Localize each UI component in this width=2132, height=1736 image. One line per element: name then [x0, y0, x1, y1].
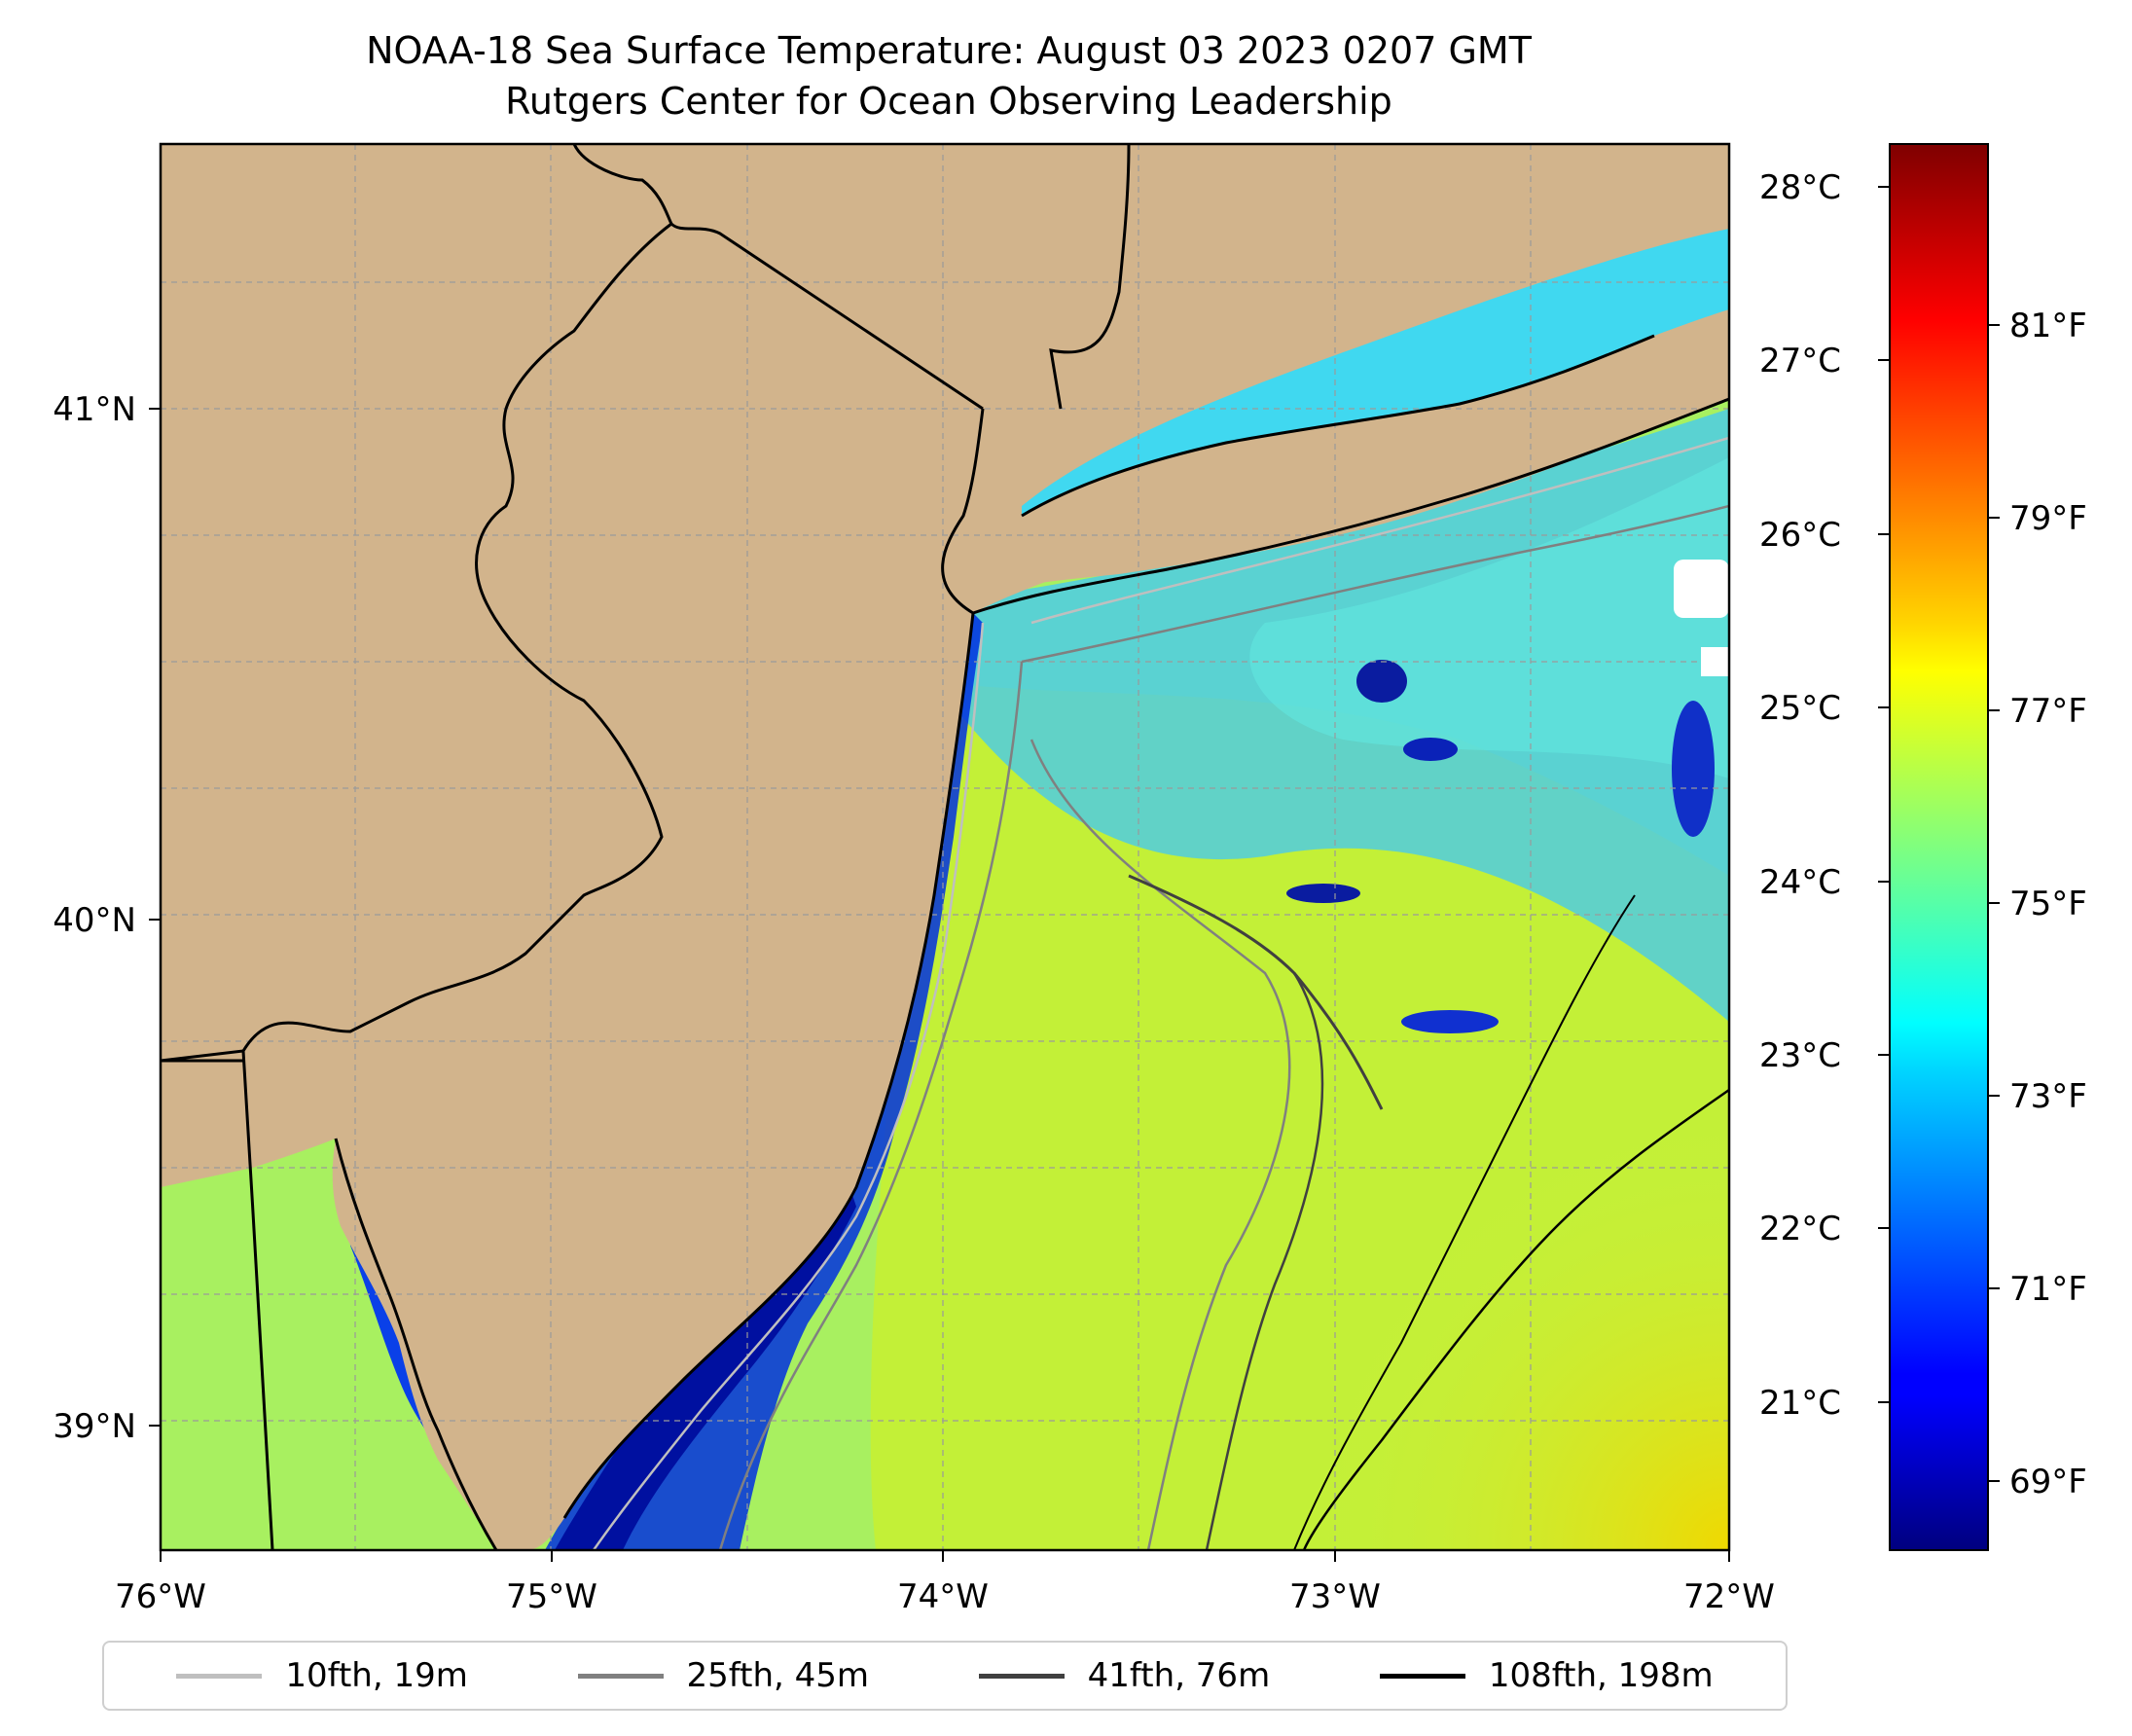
- celsius-tick-label: 21°C: [1759, 1384, 1841, 1423]
- sst-cold-patch: [1286, 884, 1360, 903]
- celsius-tick-label: 22°C: [1759, 1210, 1841, 1248]
- isobath-25fth: [1021, 504, 1729, 664]
- chart-title: NOAA-18 Sea Surface Temperature: August …: [366, 29, 1532, 72]
- sst-cold-patch: [1672, 701, 1715, 837]
- isobath-legend: 10fth, 19m 25fth, 45m 41fth, 76m 108fth,…: [102, 1641, 1788, 1711]
- coastline: [334, 334, 1729, 1550]
- isobath-25fth: [1030, 739, 1291, 1550]
- map-frame: [159, 142, 1731, 1552]
- isobath-108fth: [1302, 1088, 1729, 1550]
- x-tick-label: 72°W: [1683, 1577, 1775, 1616]
- isobath-10fth: [592, 622, 985, 1550]
- fahrenheit-tick-label: 75°F: [2009, 885, 2087, 923]
- celsius-tick-label: 25°C: [1759, 689, 1841, 728]
- x-tick-label: 76°W: [115, 1577, 206, 1616]
- axis-ticks: [149, 408, 1730, 1562]
- isobath-25fth: [718, 661, 1024, 1550]
- map-area: [161, 144, 1729, 1550]
- fahrenheit-ticks: [1988, 324, 2000, 1482]
- long-island-strip: [983, 292, 1729, 579]
- isobaths: [592, 436, 1729, 1550]
- legend-label: 25fth, 45m: [686, 1656, 870, 1695]
- legend-swatch: [978, 1673, 1065, 1679]
- nodata-patch: [1701, 647, 1729, 676]
- legend-item-41fth: 41fth, 76m: [978, 1656, 1271, 1695]
- state-borders: [161, 144, 1131, 1550]
- fahrenheit-tick-label: 77°F: [2009, 692, 2087, 731]
- legend-item-25fth: 25fth, 45m: [577, 1656, 870, 1695]
- legend-item-10fth: 10fth, 19m: [176, 1656, 468, 1695]
- fahrenheit-tick-label: 71°F: [2009, 1270, 2087, 1309]
- celsius-tick-label: 24°C: [1759, 863, 1841, 902]
- nodata-patch: [1674, 560, 1729, 618]
- isobath-41fth: [1128, 874, 1384, 1110]
- y-tick-label: 39°N: [53, 1407, 136, 1446]
- sst-cold-patch: [1403, 738, 1458, 761]
- sst-coastal-cold: [545, 603, 983, 1550]
- gridlines: [161, 144, 1729, 1550]
- sst-warm-corner: [1265, 1070, 1729, 1550]
- long-island-sound: [1022, 229, 1729, 516]
- celsius-tick-label: 28°C: [1759, 168, 1841, 207]
- x-tick-label: 73°W: [1289, 1577, 1381, 1616]
- sst-cold-patch: [1401, 1010, 1499, 1033]
- celsius-tick-label: 26°C: [1759, 516, 1841, 555]
- fahrenheit-tick-label: 81°F: [2009, 307, 2087, 345]
- legend-label: 10fth, 19m: [285, 1656, 468, 1695]
- isobath-108fth: [1293, 894, 1636, 1550]
- celsius-tick-label: 23°C: [1759, 1036, 1841, 1075]
- celsius-ticks: [1878, 186, 1890, 1403]
- fahrenheit-tick-label: 73°F: [2009, 1077, 2087, 1116]
- sst-cold-patch: [1356, 660, 1407, 703]
- x-tick-label: 74°W: [897, 1577, 989, 1616]
- isobath-10fth: [1030, 436, 1729, 625]
- y-tick-label: 40°N: [53, 901, 136, 940]
- legend-swatch: [176, 1673, 263, 1679]
- isobath-41fth: [1205, 972, 1324, 1550]
- celsius-tick-label: 27°C: [1759, 342, 1841, 380]
- legend-label: 108fth, 198m: [1488, 1656, 1714, 1695]
- x-tick-label: 75°W: [506, 1577, 597, 1616]
- legend-swatch: [577, 1673, 664, 1679]
- fahrenheit-tick-label: 69°F: [2009, 1463, 2087, 1501]
- legend-item-108fth: 108fth, 198m: [1379, 1656, 1714, 1695]
- fahrenheit-tick-label: 79°F: [2009, 499, 2087, 538]
- legend-swatch: [1379, 1673, 1465, 1679]
- colorbar: [1889, 143, 1989, 1551]
- y-tick-label: 41°N: [53, 390, 136, 429]
- legend-label: 41fth, 76m: [1087, 1656, 1271, 1695]
- chart-subtitle: Rutgers Center for Ocean Observing Leade…: [505, 80, 1392, 123]
